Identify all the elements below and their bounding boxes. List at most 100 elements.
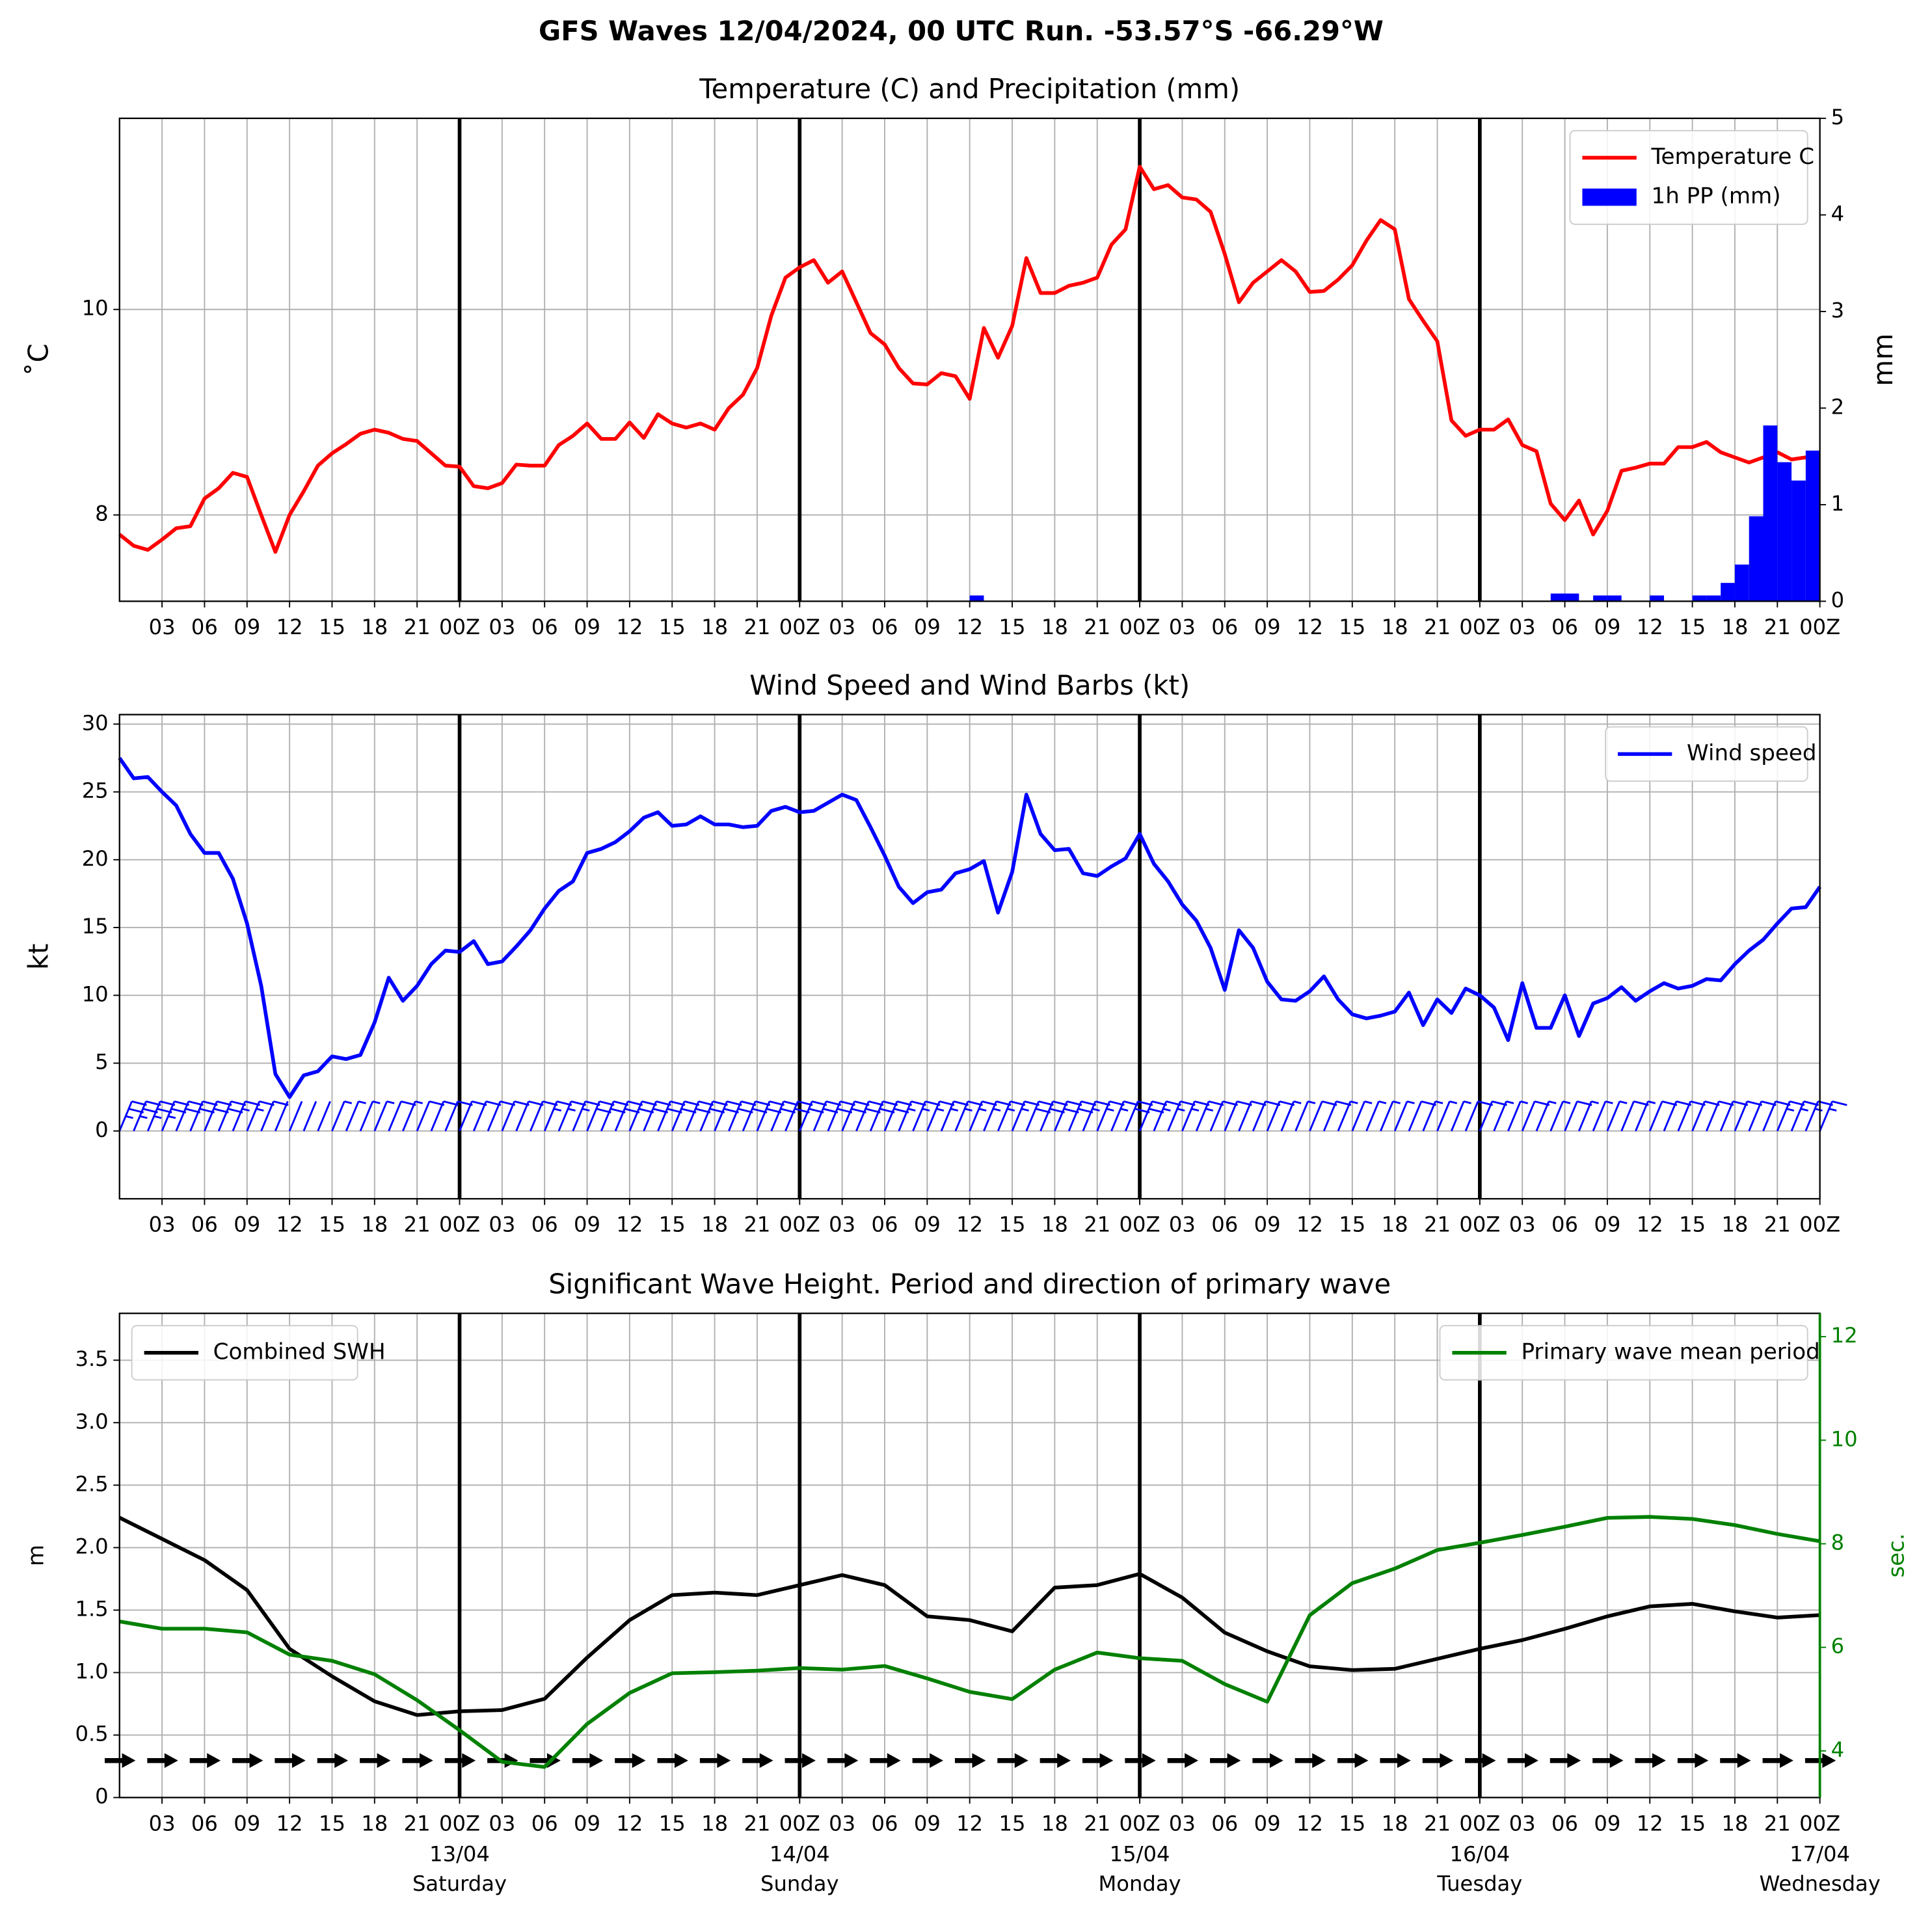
barb-shaft [628, 1101, 643, 1132]
y-tick-label: 25 [82, 779, 109, 803]
wind-barb [1606, 1100, 1628, 1132]
x-tick-label: 15 [659, 615, 686, 639]
barb-shaft [1025, 1101, 1040, 1132]
barb-feather [1007, 1108, 1015, 1112]
x-tick-label: 06 [191, 615, 218, 639]
barb-feather [1814, 1108, 1823, 1112]
bar [1777, 462, 1792, 602]
barb-shaft [1365, 1101, 1380, 1132]
barb-shaft [1067, 1101, 1082, 1132]
barb-shaft [1110, 1101, 1125, 1132]
barb-shaft [459, 1101, 473, 1132]
barb-feather [1786, 1108, 1795, 1112]
barb-shaft [1790, 1101, 1805, 1132]
barb-shaft [643, 1101, 657, 1132]
direction-arrow [1762, 1753, 1793, 1769]
x-tick-label: 21 [1084, 1212, 1110, 1237]
barb-feather [1392, 1100, 1401, 1104]
direction-arrow [444, 1753, 476, 1769]
barb-shaft [1436, 1101, 1451, 1132]
x-tick-label: 15 [999, 615, 1026, 639]
barb-feather [1378, 1100, 1387, 1104]
x-tick-label: 09 [1594, 615, 1620, 639]
barb-shaft [1209, 1101, 1224, 1132]
barb-shaft [1762, 1101, 1777, 1132]
bar [1593, 595, 1607, 602]
x-tick-label: 06 [531, 615, 558, 639]
direction-arrow [657, 1753, 688, 1769]
barb-shaft [1138, 1101, 1153, 1132]
wind-barb [1380, 1100, 1401, 1132]
x-tick-label: 03 [1169, 1212, 1196, 1237]
barb-shaft [232, 1101, 247, 1132]
barb-feather [344, 1100, 353, 1104]
barb-shaft [1266, 1101, 1281, 1132]
x-tick-label: 00Z [1120, 1212, 1161, 1237]
x-tick-label: 21 [404, 1212, 431, 1237]
barb-feather [1832, 1100, 1847, 1106]
wind-barb [402, 1100, 423, 1132]
x-tick-label: 03 [1509, 615, 1536, 639]
y-tick-label: 2.0 [75, 1534, 108, 1558]
barb-shaft [317, 1101, 331, 1132]
barb-feather [1548, 1100, 1557, 1104]
y-tick-label: 3.5 [75, 1346, 108, 1371]
x-tick-label: 15 [1339, 615, 1365, 639]
x-tick-label: 09 [1254, 1811, 1281, 1835]
x-tick-label: 06 [1551, 1212, 1578, 1237]
direction-arrow [275, 1753, 306, 1769]
x-tick-label: 06 [1211, 615, 1238, 639]
x-tick-label: 09 [574, 615, 600, 639]
y2-axis-label: mm [1867, 334, 1899, 386]
x-tick-label: 06 [1551, 1811, 1578, 1835]
y2-axis-label: sec. [1883, 1533, 1909, 1577]
series-line [119, 1515, 1821, 1769]
barb-shaft [926, 1101, 941, 1132]
barb-feather [554, 1108, 562, 1112]
barb-shaft [1309, 1101, 1323, 1132]
barb-feather [241, 1108, 250, 1112]
barb-feather [1800, 1108, 1808, 1112]
x-tick-label: 03 [149, 615, 176, 639]
direction-arrow [1465, 1753, 1496, 1769]
barb-shaft [785, 1101, 799, 1132]
x-tick-label: 06 [191, 1811, 218, 1835]
x-tick-label: 15 [1339, 1212, 1365, 1237]
x-tick-label: 09 [1254, 1212, 1281, 1237]
x-tick-label: 12 [1296, 615, 1323, 639]
x-tick-label: 18 [701, 1212, 728, 1237]
x-tick-label: 15 [999, 1212, 1026, 1237]
barb-shaft [983, 1101, 997, 1132]
wind-barb [1393, 1100, 1415, 1132]
x-tick-label: 21 [1424, 1212, 1451, 1237]
barb-feather [414, 1100, 423, 1104]
weekday-label: Monday [1099, 1871, 1181, 1896]
barb-shaft [416, 1101, 431, 1132]
wind-barb [1365, 1100, 1387, 1132]
barb-feather [582, 1108, 590, 1112]
barb-shaft [685, 1101, 700, 1132]
direction-arrow [1082, 1753, 1114, 1769]
x-tick-label: 18 [361, 1811, 388, 1835]
x-tick-label: 00Z [1120, 1811, 1161, 1835]
y2-tick-label: 1 [1831, 491, 1844, 516]
x-tick-label: 12 [1637, 1811, 1663, 1835]
x-tick-label: 12 [276, 1811, 303, 1835]
bar [1749, 516, 1764, 602]
x-tick-label: 21 [744, 1212, 770, 1237]
x-tick-label: 18 [701, 1811, 728, 1835]
x-tick-label: 15 [1679, 1212, 1706, 1237]
x-tick-label: 09 [574, 1212, 600, 1237]
y2-tick-label: 10 [1831, 1426, 1858, 1451]
barb-shaft [373, 1101, 388, 1132]
x-tick-label: 06 [531, 1212, 558, 1237]
x-tick-label: 15 [319, 615, 345, 639]
barb-shaft [515, 1101, 530, 1132]
barb-feather [256, 1108, 264, 1112]
wind-barb [1295, 1100, 1316, 1132]
direction-arrow [360, 1753, 391, 1769]
x-tick-label: 21 [1764, 1212, 1791, 1237]
barb-feather [1021, 1108, 1029, 1112]
date-label: 15/04 [1110, 1842, 1170, 1867]
